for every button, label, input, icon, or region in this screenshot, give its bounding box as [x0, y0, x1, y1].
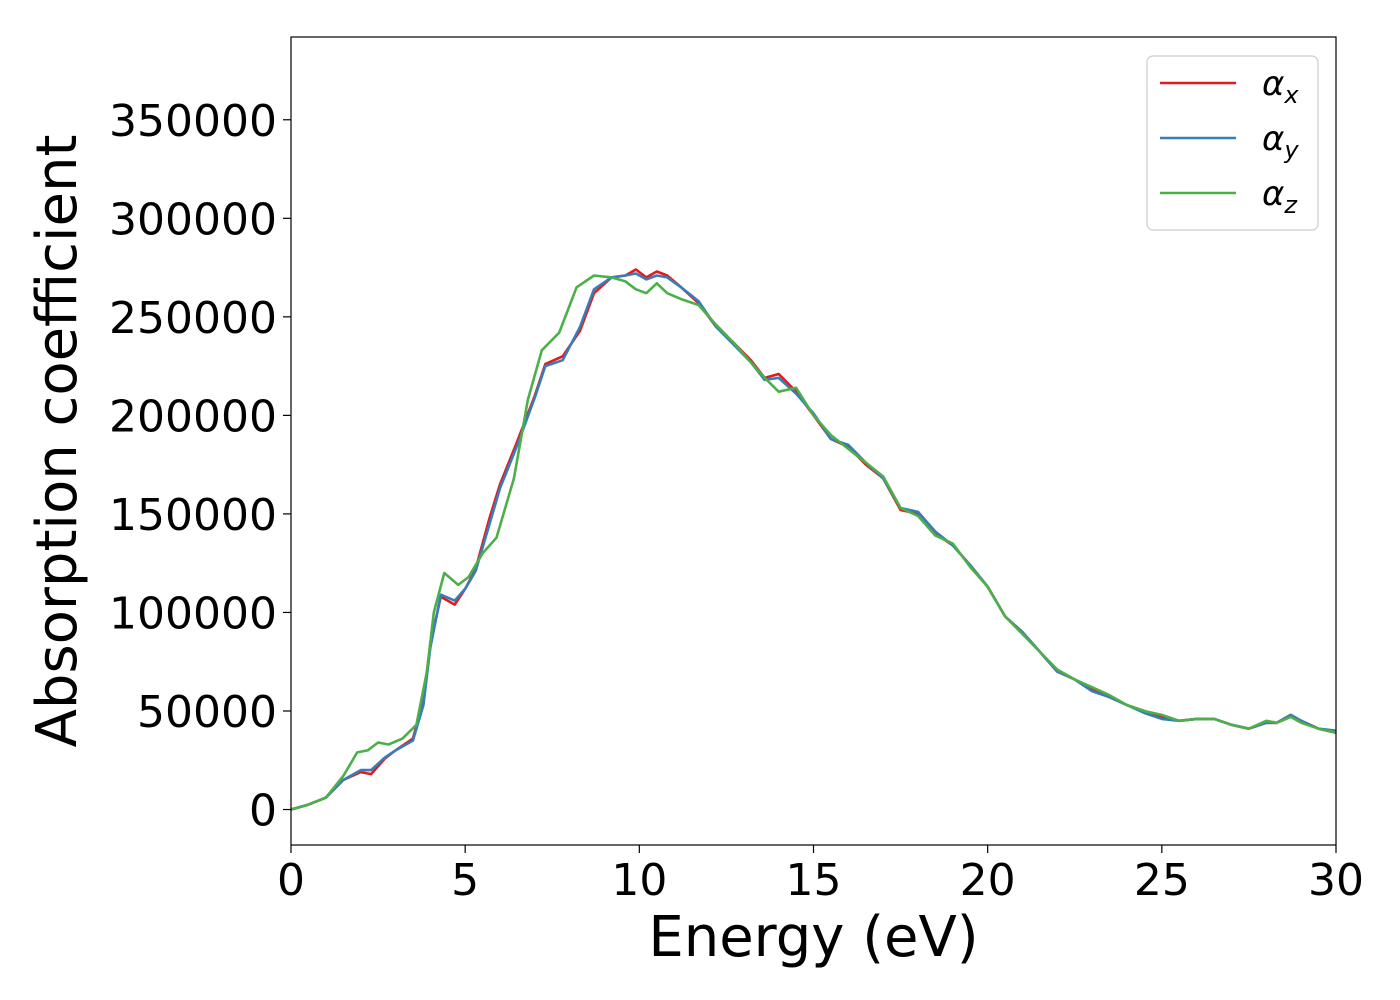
- y-tick-label: 250000: [109, 293, 277, 344]
- y-tick-label: 50000: [137, 687, 277, 738]
- x-tick-label: 10: [611, 855, 667, 906]
- legend-label-y: αy: [1262, 119, 1299, 164]
- x-axis-label: Energy (eV): [648, 905, 978, 970]
- legend-label-z: αz: [1262, 174, 1298, 219]
- x-axis-ticks: 0 5 10 15 20 25 30: [277, 845, 1364, 906]
- series-line-z: [290, 274, 1337, 811]
- x-tick-label: 0: [277, 855, 305, 906]
- y-tick-label: 0: [249, 786, 277, 837]
- x-tick-label: 15: [786, 855, 842, 906]
- series-line-y: [290, 272, 1337, 811]
- legend: αx αy αz: [1146, 55, 1319, 231]
- y-tick-label: 300000: [109, 194, 277, 245]
- legend-box: [1146, 55, 1319, 231]
- y-tick-label: 200000: [109, 391, 277, 442]
- legend-label-x: αx: [1262, 64, 1299, 109]
- x-tick-label: 30: [1308, 855, 1364, 906]
- y-tick-label: 100000: [109, 588, 277, 639]
- x-tick-label: 25: [1134, 855, 1190, 906]
- y-tick-label: 150000: [109, 490, 277, 541]
- plot-lines: [290, 268, 1337, 811]
- x-tick-label: 20: [960, 855, 1016, 906]
- series-line-x: [290, 268, 1337, 811]
- y-tick-label: 350000: [109, 96, 277, 147]
- y-axis-ticks: 0 50000 100000 150000 200000 250000 300000 3500…: [109, 96, 291, 837]
- y-axis-label: Absorption coefficient: [25, 135, 90, 748]
- x-tick-label: 5: [451, 855, 479, 906]
